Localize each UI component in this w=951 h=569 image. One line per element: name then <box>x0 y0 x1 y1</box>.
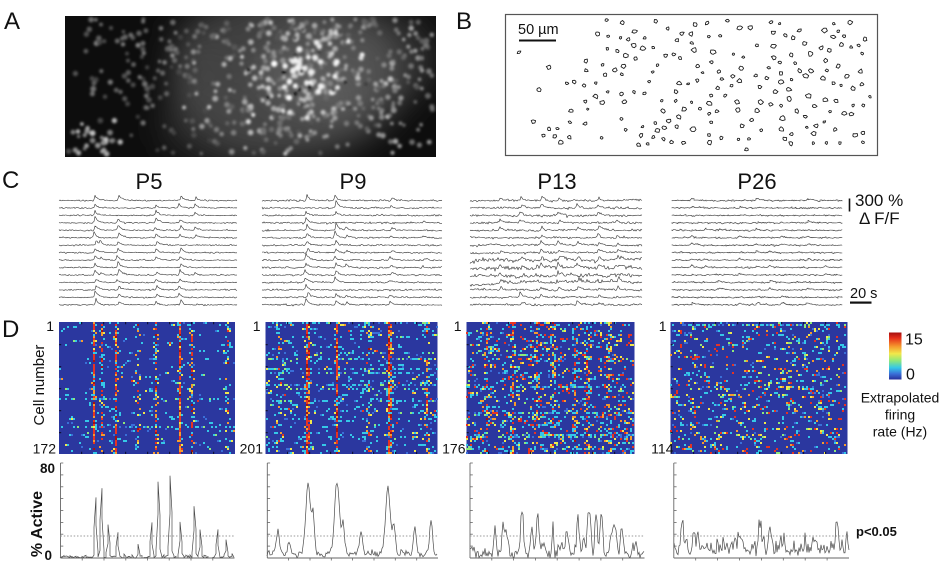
svg-text:p<0.05: p<0.05 <box>856 524 897 539</box>
svg-text:% Active: % Active <box>29 491 46 557</box>
svg-text:176: 176 <box>442 441 466 457</box>
svg-text:201: 201 <box>240 441 264 457</box>
svg-text:50 µm: 50 µm <box>518 22 559 38</box>
svg-text:1: 1 <box>46 318 54 334</box>
svg-text:114: 114 <box>651 441 674 457</box>
svg-text:0: 0 <box>906 367 915 384</box>
svg-text:D: D <box>2 316 19 343</box>
svg-text:P13: P13 <box>537 169 576 194</box>
svg-text:P5: P5 <box>136 169 163 194</box>
svg-text:B: B <box>456 8 472 35</box>
svg-text:A: A <box>4 8 20 35</box>
svg-text:Δ F/F: Δ F/F <box>859 209 900 228</box>
svg-text:300 %: 300 % <box>855 191 903 210</box>
svg-text:15: 15 <box>905 332 923 349</box>
svg-text:Extrapolated: Extrapolated <box>861 390 940 406</box>
svg-text:172: 172 <box>33 441 57 457</box>
svg-text:firing: firing <box>885 407 915 423</box>
svg-text:C: C <box>2 167 19 194</box>
svg-text:20 s: 20 s <box>850 286 877 302</box>
svg-text:Cell number: Cell number <box>31 345 48 426</box>
svg-text:rate (Hz): rate (Hz) <box>873 424 927 440</box>
svg-text:1: 1 <box>454 318 462 334</box>
svg-text:80: 80 <box>40 461 55 476</box>
svg-text:P9: P9 <box>340 169 367 194</box>
svg-text:0: 0 <box>44 548 52 563</box>
svg-text:P26: P26 <box>737 169 776 194</box>
svg-text:1: 1 <box>659 318 667 334</box>
svg-text:1: 1 <box>253 318 261 334</box>
